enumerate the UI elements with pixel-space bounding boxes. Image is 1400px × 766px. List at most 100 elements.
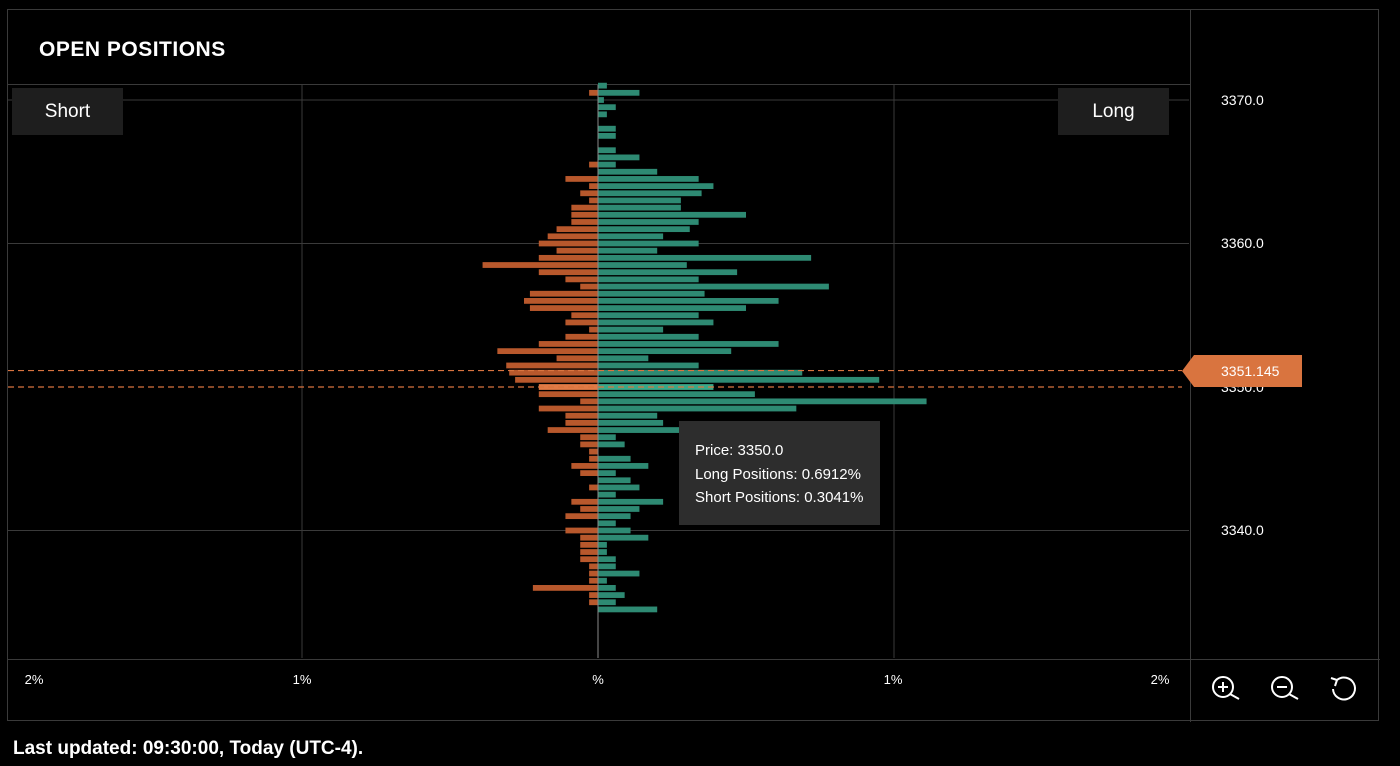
long-bar — [598, 319, 714, 326]
short-bar — [589, 563, 598, 570]
long-bar — [598, 326, 664, 333]
short-bar — [538, 405, 598, 412]
short-bar — [556, 226, 598, 233]
short-bar — [589, 448, 598, 455]
long-bar — [598, 577, 607, 584]
short-bar — [565, 276, 598, 283]
last-updated-text: Last updated: 09:30:00, Today (UTC-4). — [13, 738, 364, 759]
long-bar — [598, 168, 658, 175]
short-bar — [580, 190, 598, 197]
long-bar — [598, 97, 604, 103]
short-bar — [515, 376, 598, 383]
long-bar — [598, 240, 699, 247]
long-bar — [598, 592, 625, 598]
short-bar — [497, 348, 598, 355]
long-bar — [598, 463, 649, 469]
long-bar — [598, 362, 699, 369]
short-bar — [565, 513, 598, 520]
long-bar — [598, 606, 658, 613]
reset-icon[interactable] — [1328, 673, 1360, 705]
long-bar — [598, 233, 664, 240]
long-bar — [598, 484, 640, 491]
long-bar — [598, 211, 746, 218]
long-bar — [598, 104, 616, 111]
tooltip-long: Long Positions: 0.6912% — [695, 465, 861, 483]
long-bar — [598, 412, 658, 419]
long-bar — [598, 204, 681, 211]
zoom-out-icon[interactable] — [1268, 673, 1300, 705]
long-button[interactable]: Long — [1058, 88, 1169, 135]
long-bar — [598, 333, 699, 340]
long-bar — [598, 190, 702, 197]
short-bar — [556, 355, 598, 362]
short-bar — [589, 89, 598, 96]
tooltip: Price: 3350.0 Long Positions: 0.6912% Sh… — [679, 421, 880, 525]
x-tick-label: 2% — [1150, 672, 1170, 687]
short-bar — [589, 484, 598, 491]
short-bar — [580, 506, 598, 512]
long-bar — [598, 527, 631, 534]
short-bar — [565, 527, 598, 534]
long-bar — [598, 219, 699, 225]
long-bar — [598, 290, 705, 297]
tooltip-price: Price: 3350.0 — [695, 442, 784, 459]
long-bar — [598, 111, 607, 118]
short-bar — [589, 592, 598, 598]
short-bar — [580, 556, 598, 563]
short-bar — [589, 599, 598, 606]
x-tick-label: % — [592, 672, 604, 687]
short-bar — [524, 298, 598, 304]
long-bar — [598, 147, 616, 154]
long-bar — [598, 570, 640, 577]
short-bar — [571, 463, 598, 469]
long-bar — [598, 513, 631, 520]
short-bar — [547, 233, 598, 240]
short-bar — [556, 247, 598, 254]
short-bar — [565, 176, 598, 182]
long-bar — [598, 305, 746, 311]
long-bar — [598, 441, 625, 448]
x-tick-label: 2% — [24, 672, 44, 687]
short-bar — [509, 369, 598, 376]
short-bar — [571, 498, 598, 505]
short-bar — [580, 470, 598, 476]
short-bar — [538, 254, 598, 261]
short-bar — [538, 391, 598, 398]
y-tick-label: 3360.0 — [1221, 235, 1264, 251]
long-bar — [598, 391, 755, 398]
short-bar — [571, 211, 598, 218]
y-tick-label: 3340.0 — [1221, 522, 1264, 538]
current-price-label: 3351.145 — [1221, 363, 1280, 379]
long-bar — [598, 384, 714, 390]
short-bar — [589, 577, 598, 584]
short-button[interactable]: Short — [12, 88, 123, 135]
short-bar — [529, 305, 598, 311]
long-bar — [598, 125, 616, 132]
long-bar — [598, 369, 803, 376]
short-bar — [580, 434, 598, 441]
long-bar — [598, 183, 714, 189]
short-bar — [580, 541, 598, 548]
short-bar — [589, 326, 598, 333]
short-bar — [529, 290, 598, 297]
short-bar — [589, 455, 598, 462]
long-bar — [598, 455, 631, 462]
long-bar — [598, 298, 779, 304]
short-bar — [532, 585, 598, 591]
long-bar — [598, 419, 664, 426]
long-bar — [598, 398, 927, 405]
long-bar — [598, 89, 640, 96]
x-tick-label: 1% — [292, 672, 312, 687]
axis-separator-horizontal — [8, 659, 1380, 660]
short-bar — [580, 534, 598, 541]
short-bar — [538, 269, 598, 276]
long-bar — [598, 197, 681, 204]
long-bar — [598, 161, 616, 168]
long-bar — [598, 498, 664, 505]
long-bar — [598, 491, 616, 498]
short-bar — [589, 183, 598, 189]
long-bar — [598, 549, 607, 555]
zoom-in-icon[interactable] — [1209, 673, 1241, 705]
long-bar — [598, 132, 616, 139]
